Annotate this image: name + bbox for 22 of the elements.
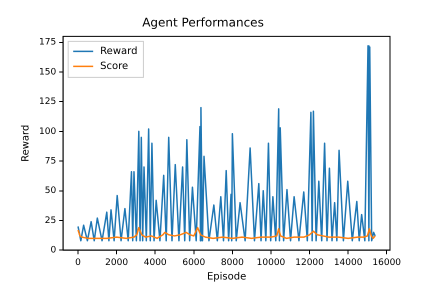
- y-tick-label: 75: [44, 156, 56, 166]
- x-tick-label: 8000: [220, 258, 244, 268]
- y-axis-title: Reward: [20, 124, 32, 162]
- y-tick-label: 50: [44, 186, 56, 196]
- x-axis-title: Episode: [206, 272, 246, 283]
- y-tick-label: 150: [38, 67, 56, 78]
- x-tick-label: 2000: [105, 258, 128, 268]
- y-tick-label: 125: [38, 97, 56, 108]
- y-tick-label: 25: [44, 216, 56, 226]
- legend-label: Score: [100, 60, 128, 72]
- x-tick-label: 14000: [334, 258, 363, 268]
- x-tick-label: 6000: [182, 258, 206, 268]
- y-tick-label: 0: [50, 246, 56, 256]
- x-tick-label: 0: [75, 258, 82, 268]
- x-tick-label: 10000: [256, 258, 286, 268]
- x-tick-label: 4000: [144, 258, 167, 268]
- legend-label: Reward: [100, 46, 138, 57]
- x-tick-label: 16000: [372, 258, 402, 268]
- y-tick-label: 100: [38, 126, 56, 137]
- chart-title: Agent Performances: [142, 15, 264, 30]
- y-tick-label: 175: [38, 38, 56, 48]
- x-tick-label: 12000: [295, 258, 324, 268]
